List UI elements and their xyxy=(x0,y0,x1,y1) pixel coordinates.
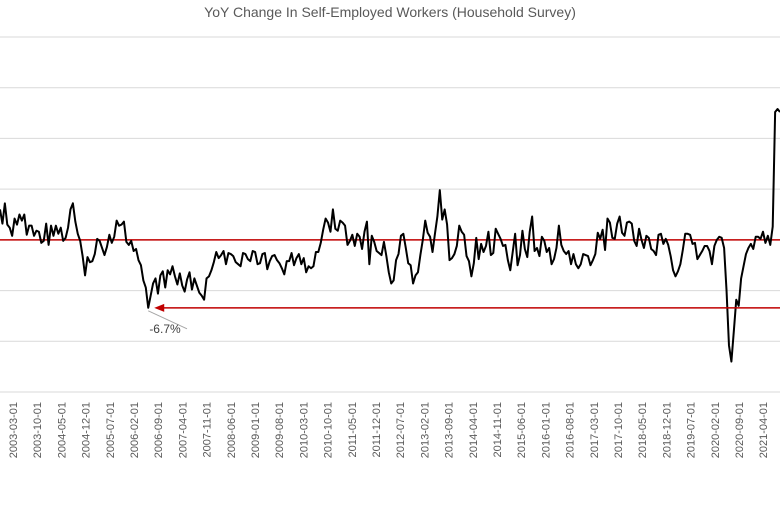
x-tick-label: 2015-06-01 xyxy=(516,402,528,458)
x-tick-label: 2005-07-01 xyxy=(105,402,117,458)
x-tick-label: 2003-03-01 xyxy=(8,402,20,458)
x-tick-label: 2020-09-01 xyxy=(734,402,746,458)
x-tick-label: 2008-06-01 xyxy=(226,402,238,458)
x-tick-label: 2006-02-01 xyxy=(129,402,141,458)
x-tick-label: 2020-02-01 xyxy=(710,402,722,458)
x-tick-label: 2017-03-01 xyxy=(589,402,601,458)
x-tick-label: 2014-11-01 xyxy=(492,402,504,457)
series-line xyxy=(0,108,780,363)
x-tick-label: 2007-11-01 xyxy=(202,402,214,457)
x-tick-label: 2007-04-01 xyxy=(177,402,189,458)
x-tick-label: 2014-04-01 xyxy=(468,402,480,458)
x-tick-label: 2011-12-01 xyxy=(371,402,383,457)
x-tick-label: 2011-05-01 xyxy=(347,402,359,457)
x-tick-label: 2010-03-01 xyxy=(298,402,310,458)
chart-title: YoY Change In Self-Employed Workers (Hou… xyxy=(204,4,576,20)
x-tick-label: 2004-12-01 xyxy=(81,402,93,458)
x-tick-label: 2010-10-01 xyxy=(323,402,335,458)
x-tick-label: 2004-05-01 xyxy=(56,402,68,458)
x-tick-label: 2013-09-01 xyxy=(444,402,456,458)
min-value-callout: -6.7% xyxy=(149,322,181,336)
x-tick-label: 2003-10-01 xyxy=(32,402,44,458)
x-tick-label: 2006-09-01 xyxy=(153,402,165,458)
x-tick-label: 2018-12-01 xyxy=(661,402,673,458)
x-tick-label: 2018-05-01 xyxy=(637,402,649,458)
x-tick-label: 2016-01-01 xyxy=(540,402,552,458)
x-tick-label: 2017-10-01 xyxy=(613,402,625,458)
x-tick-label: 2009-01-01 xyxy=(250,402,262,458)
x-tick-label: 2013-02-01 xyxy=(419,402,431,458)
callout-leader xyxy=(148,310,188,330)
x-tick-label: 2021-04-01 xyxy=(758,402,770,458)
x-tick-label: 2012-07-01 xyxy=(395,402,407,458)
x-tick-label: 2019-07-01 xyxy=(686,402,698,458)
x-tick-label: 2009-08-01 xyxy=(274,402,286,458)
arrow-head-icon xyxy=(154,303,165,312)
x-tick-label: 2016-08-01 xyxy=(565,402,577,458)
